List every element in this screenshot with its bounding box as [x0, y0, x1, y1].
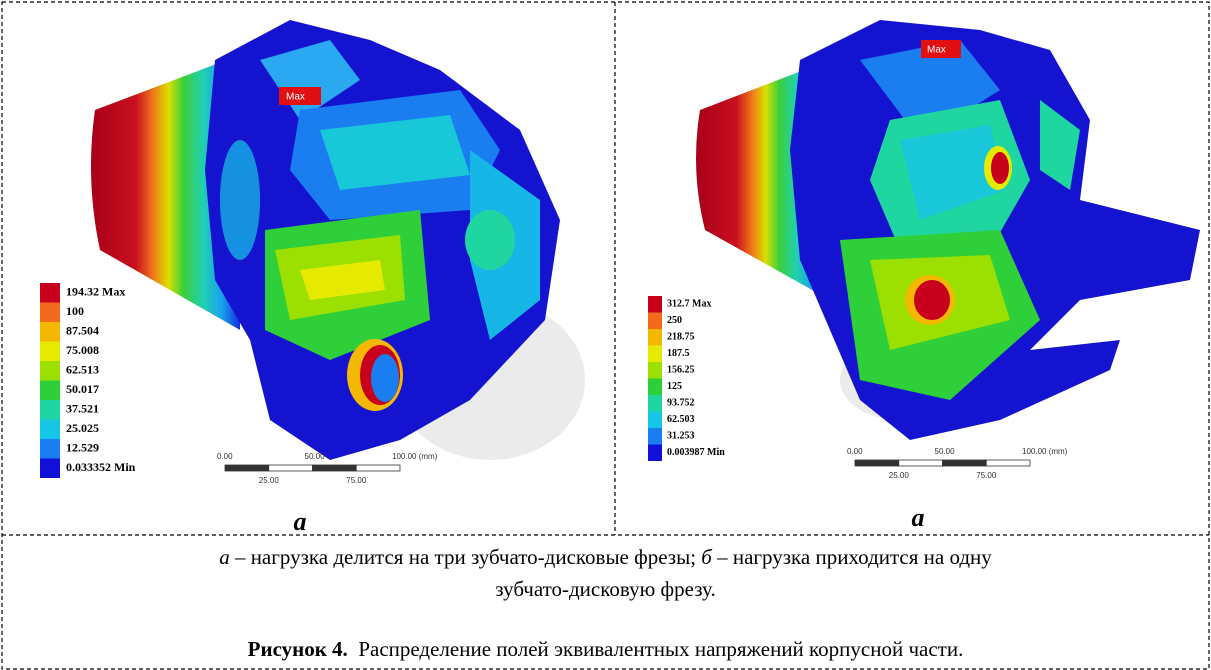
- legend-swatch: [40, 283, 60, 303]
- legend-swatch: [40, 459, 60, 479]
- panel-label: a: [912, 503, 925, 532]
- legend-swatch: [40, 400, 60, 420]
- legend-label: 125: [667, 381, 682, 392]
- legend-label: 250: [667, 315, 682, 326]
- scale-label: 25.00: [889, 471, 910, 480]
- scale-label: 50.00: [305, 452, 326, 461]
- legend-swatch: [648, 445, 662, 462]
- scale-bar: [356, 465, 400, 471]
- panel-label: a: [294, 507, 307, 536]
- legend-label: 12.529: [66, 441, 99, 455]
- figure-title: Рисунок 4. Распределение полей эквивален…: [0, 637, 1211, 662]
- legend-swatch: [648, 362, 662, 379]
- scale-label: 75.00: [976, 471, 997, 480]
- caption-text: зубчато-дисковую фрезу.: [495, 577, 715, 601]
- legend-swatch: [40, 420, 60, 440]
- legend-label: 100: [66, 304, 84, 318]
- caption-text: а: [219, 545, 230, 569]
- legend-swatch: [40, 439, 60, 459]
- caption-text: – нагрузка приходится на одну: [712, 545, 992, 569]
- legend-label: 62.513: [66, 363, 99, 377]
- scale-bar: [943, 460, 987, 466]
- legend-label: 0.033352 Min: [66, 460, 136, 474]
- max-label: Max: [286, 92, 305, 103]
- figure-number: Рисунок 4.: [248, 637, 348, 661]
- scale-label: 100.00 (mm): [1022, 447, 1068, 456]
- legend-swatch: [648, 428, 662, 445]
- scale-bar: [855, 460, 899, 466]
- caption: зубчато-дисковую фрезу.: [0, 577, 1211, 602]
- scale-label: 0.00: [217, 452, 233, 461]
- legend-swatch: [648, 395, 662, 412]
- fea-model: Max: [91, 20, 585, 460]
- page: {"figure": { "panels": [ {"label": "a", …: [0, 0, 1211, 670]
- scale-label: 100.00 (mm): [392, 452, 438, 461]
- legend-label: 62.503: [667, 414, 695, 425]
- legend-label: 25.025: [66, 421, 99, 435]
- legend-label: 156.25: [667, 365, 695, 376]
- legend-swatch: [648, 296, 662, 313]
- scale-label: 0.00: [847, 447, 863, 456]
- legend-label: 187.5: [667, 348, 690, 359]
- legend-swatch: [40, 361, 60, 381]
- scale-label: 75.00: [346, 476, 367, 485]
- scale-bar: [986, 460, 1030, 466]
- scale-bar: [899, 460, 943, 466]
- legend-label: 312.7 Max: [667, 299, 711, 310]
- caption-text: – нагрузка делится на три зубчато-дисков…: [230, 545, 702, 569]
- caption: а – нагрузка делится на три зубчато-диск…: [0, 545, 1211, 570]
- legend-label: 75.008: [66, 343, 99, 357]
- legend-label: 218.75: [667, 332, 695, 343]
- legend-swatch: [40, 303, 60, 323]
- caption-text: б: [701, 545, 712, 569]
- scale-label: 25.00: [259, 476, 280, 485]
- scale-bar: [269, 465, 313, 471]
- scale-label: 50.00: [935, 447, 956, 456]
- legend-swatch: [40, 342, 60, 362]
- scale-bar: [313, 465, 357, 471]
- legend-swatch: [40, 322, 60, 342]
- figure-title-text: Распределение полей эквивалентных напряж…: [358, 637, 963, 661]
- legend-swatch: [648, 346, 662, 363]
- fea-model: Max: [696, 20, 1200, 440]
- legend-swatch: [648, 412, 662, 429]
- legend-swatch: [40, 381, 60, 401]
- legend-label: 87.504: [66, 324, 99, 338]
- legend-label: 93.752: [667, 398, 695, 409]
- legend-label: 0.003987 Min: [667, 447, 725, 458]
- legend-swatch: [648, 313, 662, 330]
- scale-bar: [225, 465, 269, 471]
- legend-label: 194.32 Max: [66, 285, 125, 299]
- legend-swatch: [648, 379, 662, 396]
- max-label: Max: [927, 45, 946, 56]
- legend-label: 31.253: [667, 431, 695, 442]
- legend-label: 50.017: [66, 382, 99, 396]
- legend-swatch: [648, 329, 662, 346]
- legend-label: 37.521: [66, 402, 99, 416]
